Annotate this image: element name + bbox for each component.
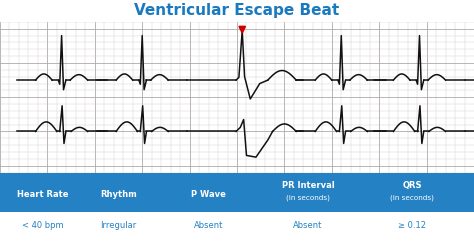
Text: PR Interval: PR Interval (282, 181, 335, 190)
Text: P Wave: P Wave (191, 190, 226, 199)
Text: Rhythm: Rhythm (100, 190, 137, 199)
Text: (in seconds): (in seconds) (286, 195, 330, 201)
Text: Irregular: Irregular (100, 221, 137, 230)
Text: Heart Rate: Heart Rate (17, 190, 68, 199)
Text: QRS: QRS (402, 181, 422, 190)
Text: Absent: Absent (194, 221, 223, 230)
Bar (0, 173, 474, 212)
Text: Absent: Absent (293, 221, 323, 230)
Text: ≥ 0.12: ≥ 0.12 (398, 221, 427, 230)
Text: Ventricular Escape Beat: Ventricular Escape Beat (134, 3, 340, 19)
Text: < 40 bpm: < 40 bpm (22, 221, 64, 230)
Text: (in seconds): (in seconds) (391, 195, 434, 201)
